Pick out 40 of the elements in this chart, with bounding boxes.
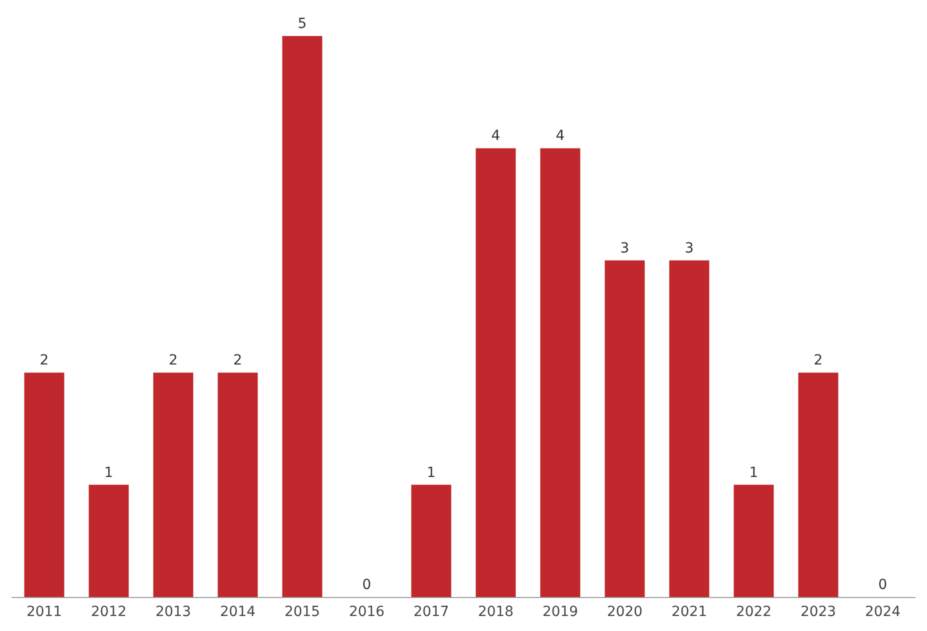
bar — [24, 372, 64, 597]
data-label: 2 — [40, 352, 49, 369]
bar — [218, 372, 258, 597]
x-tick-label: 2015 — [284, 604, 320, 620]
data-label: 1 — [426, 464, 436, 481]
bar — [540, 148, 580, 597]
data-label: 4 — [556, 128, 565, 144]
data-label: 5 — [298, 16, 307, 32]
data-label: 0 — [878, 577, 888, 593]
bar — [604, 260, 645, 597]
x-tick-label: 2021 — [671, 604, 708, 620]
x-tick-label: 2022 — [736, 604, 772, 620]
x-tick-label: 2014 — [220, 604, 256, 620]
x-tick-label: 2012 — [90, 604, 127, 620]
data-label: 2 — [233, 352, 242, 369]
bar — [669, 260, 710, 597]
x-tick-label: 2011 — [26, 604, 62, 620]
x-tick-label: 2017 — [413, 604, 450, 620]
bar — [88, 484, 129, 597]
bar — [798, 372, 838, 597]
x-tick-label: 2016 — [348, 604, 385, 620]
bar — [153, 372, 194, 597]
bar — [476, 148, 516, 597]
data-label: 0 — [362, 577, 372, 593]
data-label: 3 — [620, 240, 630, 256]
bar — [282, 36, 322, 597]
data-label: 1 — [104, 464, 114, 481]
x-tick-label: 2024 — [864, 604, 901, 620]
x-tick-label: 2019 — [542, 604, 578, 620]
data-label: 3 — [684, 240, 694, 256]
x-tick-label: 2013 — [155, 604, 192, 620]
bar — [411, 484, 452, 597]
data-label: 2 — [168, 352, 178, 369]
data-label: 4 — [491, 128, 500, 144]
bar — [734, 484, 774, 597]
x-tick-label: 2018 — [478, 604, 514, 620]
x-tick-label: 2023 — [800, 604, 836, 620]
x-tick-label: 2020 — [606, 604, 643, 620]
data-label: 2 — [814, 352, 823, 369]
data-label: 1 — [749, 464, 758, 481]
